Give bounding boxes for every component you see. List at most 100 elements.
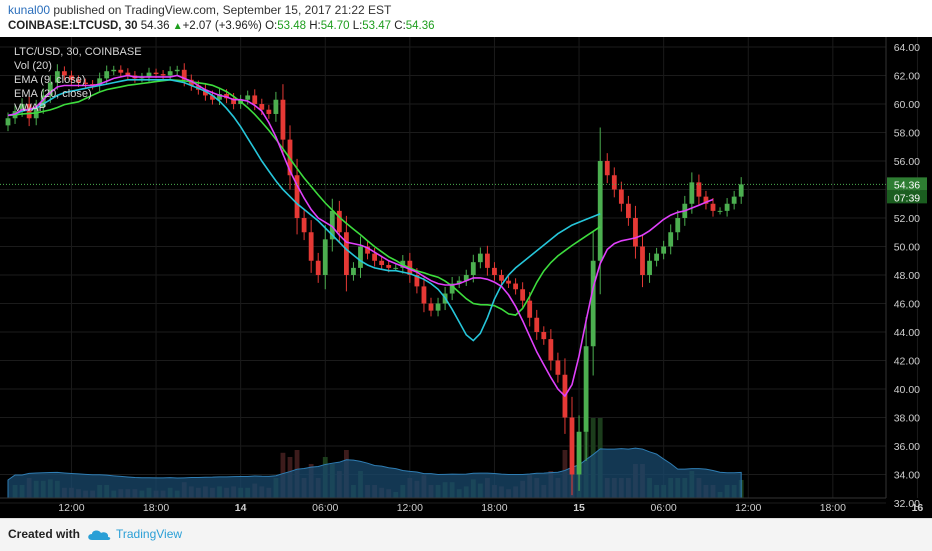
legend-entry: LTC/USD, 30, COINBASE xyxy=(14,46,142,58)
candle xyxy=(513,283,518,290)
candle xyxy=(527,300,533,318)
candle xyxy=(633,218,638,247)
close-label: C: xyxy=(394,20,406,32)
candle xyxy=(597,161,603,261)
footer: Created with TradingView xyxy=(0,518,932,551)
candle xyxy=(336,210,342,233)
candle xyxy=(703,196,709,204)
candle xyxy=(344,232,349,275)
candle xyxy=(111,69,117,72)
tradingview-brand-link[interactable]: TradingView xyxy=(116,527,183,541)
time-tick-label: 18:00 xyxy=(820,502,846,514)
candle xyxy=(470,262,476,275)
time-tick-label: 12:00 xyxy=(58,502,84,514)
candle xyxy=(428,303,434,311)
candle xyxy=(724,203,730,211)
price-tick-label: 52.00 xyxy=(894,213,920,225)
candle xyxy=(717,210,723,212)
candle xyxy=(174,69,180,72)
time-tick-label: 16 xyxy=(912,502,924,514)
candle xyxy=(329,210,335,240)
time-tick-label: 12:00 xyxy=(397,502,423,514)
candle xyxy=(280,99,286,140)
candle xyxy=(294,175,300,218)
price-tick-label: 50.00 xyxy=(894,242,920,254)
candle xyxy=(492,267,497,275)
candle xyxy=(266,109,272,114)
indicator-lines xyxy=(7,74,714,398)
time-tick-label: 18:00 xyxy=(481,502,507,514)
ema20-line xyxy=(7,79,601,342)
candle xyxy=(506,280,511,284)
candle xyxy=(125,72,131,76)
candle xyxy=(569,417,575,475)
candle xyxy=(83,82,88,85)
candle xyxy=(386,265,392,268)
candle xyxy=(668,232,674,247)
candle xyxy=(153,72,159,75)
candle xyxy=(499,275,504,281)
candle xyxy=(365,246,370,254)
candle xyxy=(5,118,11,126)
candle xyxy=(626,203,631,218)
created-with-label: Created with xyxy=(8,527,81,541)
time-axis[interactable]: 12:00 18:00 14 06:00 12:00 18:00 15 06:00 12:00 1… xyxy=(0,497,924,514)
time-tick-label: 06:00 xyxy=(651,502,677,514)
candle xyxy=(414,275,420,287)
candle xyxy=(541,332,547,340)
candle xyxy=(696,182,702,197)
price-axis[interactable]: 64.0062.0060.0058.0056.0054.0052.0050.00… xyxy=(885,37,920,510)
candle xyxy=(76,79,81,83)
candle xyxy=(456,280,462,284)
up-triangle-icon: ▲ xyxy=(172,21,183,32)
price-tick-label: 60.00 xyxy=(894,99,920,111)
chart-legend: LTC/USD, 30, COINBASE Vol (20) EMA (9, clo… xyxy=(14,46,142,114)
price-tick-label: 44.00 xyxy=(894,327,920,339)
price-tick-label: 36.00 xyxy=(894,441,920,453)
candle xyxy=(259,104,265,110)
candle xyxy=(203,89,208,96)
last-price-tag-text: 54.36 xyxy=(894,179,920,191)
candle xyxy=(322,239,328,275)
time-tick-label: 12:00 xyxy=(735,502,761,514)
candle xyxy=(54,71,60,83)
ohlc-line: COINBASE:LTCUSD, 30 54.36 ▲+2.07 (+3.96%… xyxy=(8,20,435,32)
price-tick-label: 62.00 xyxy=(894,71,920,83)
candle xyxy=(146,72,152,77)
candle xyxy=(421,286,427,304)
countdown-tag xyxy=(887,190,927,204)
price-tick-label: 42.00 xyxy=(894,356,920,368)
candle xyxy=(160,74,166,76)
volume-ma-area xyxy=(7,447,742,499)
candle xyxy=(555,360,561,375)
candle xyxy=(583,346,589,432)
candle xyxy=(675,218,681,233)
low-value: 53.47 xyxy=(362,20,392,32)
candle xyxy=(449,283,455,294)
candle xyxy=(710,203,716,211)
candle xyxy=(188,79,194,86)
candle xyxy=(485,253,490,268)
candle xyxy=(301,218,307,233)
candle xyxy=(647,260,652,275)
candle xyxy=(435,303,441,311)
candle xyxy=(308,232,314,261)
candle xyxy=(534,317,540,332)
candle xyxy=(463,275,469,281)
candle xyxy=(252,95,258,104)
candle xyxy=(26,104,32,119)
price-tick-label: 56.00 xyxy=(894,156,920,168)
candle xyxy=(393,267,399,269)
high-value: 54.70 xyxy=(320,20,350,32)
candle xyxy=(611,175,617,190)
symbol-label: COINBASE:LTCUSD, 30 xyxy=(8,20,138,32)
candle xyxy=(477,253,483,263)
time-tick-label: 18:00 xyxy=(143,502,169,514)
candle xyxy=(40,95,46,107)
legend-entry: VWAP xyxy=(14,102,46,114)
candle xyxy=(47,82,53,96)
publish-line: kunal00 published on TradingView.com, Se… xyxy=(8,3,391,17)
author-link[interactable]: kunal00 xyxy=(8,3,51,17)
price-chart[interactable]: LTC/USD, 30, COINBASE Vol (20) EMA (9, clo… xyxy=(0,37,932,518)
